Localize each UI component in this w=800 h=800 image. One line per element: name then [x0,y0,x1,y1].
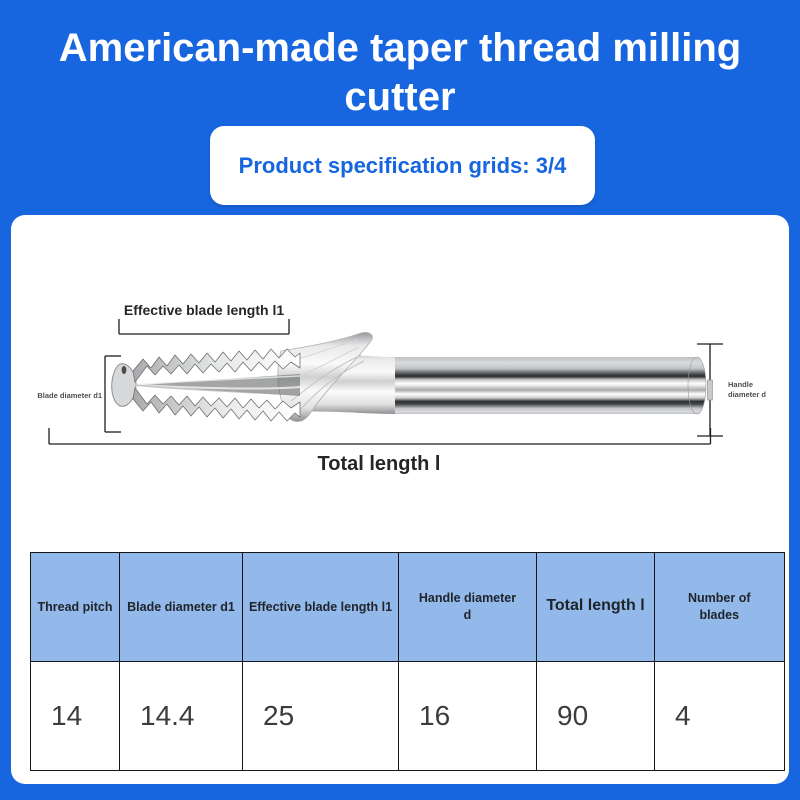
svg-text:Effective blade length l1: Effective blade length l1 [124,302,284,318]
svg-text:Blade diameter d1: Blade diameter d1 [37,391,102,400]
svg-text:Handle: Handle [728,380,753,389]
svg-text:diameter d: diameter d [728,390,766,399]
svg-text:Total length l: Total length l [318,453,441,475]
